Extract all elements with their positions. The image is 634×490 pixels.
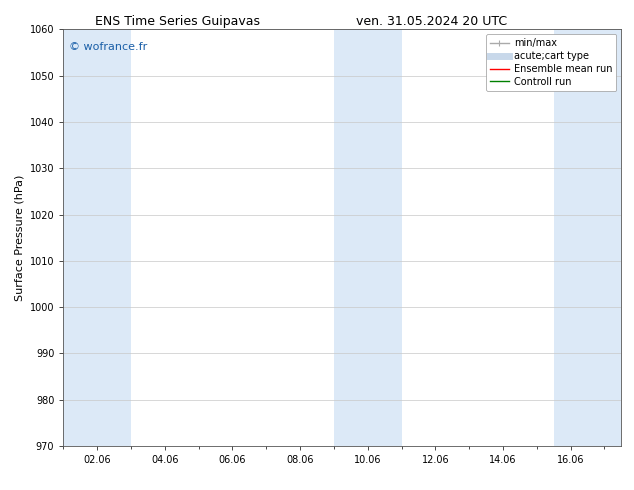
Bar bbox=[553, 29, 621, 446]
Legend: min/max, acute;cart type, Ensemble mean run, Controll run: min/max, acute;cart type, Ensemble mean … bbox=[486, 34, 616, 91]
Bar bbox=[334, 29, 401, 446]
Text: ven. 31.05.2024 20 UTC: ven. 31.05.2024 20 UTC bbox=[356, 15, 507, 28]
Text: © wofrance.fr: © wofrance.fr bbox=[69, 42, 147, 52]
Y-axis label: Surface Pressure (hPa): Surface Pressure (hPa) bbox=[14, 174, 24, 301]
Bar bbox=[63, 29, 131, 446]
Text: ENS Time Series Guipavas: ENS Time Series Guipavas bbox=[95, 15, 260, 28]
